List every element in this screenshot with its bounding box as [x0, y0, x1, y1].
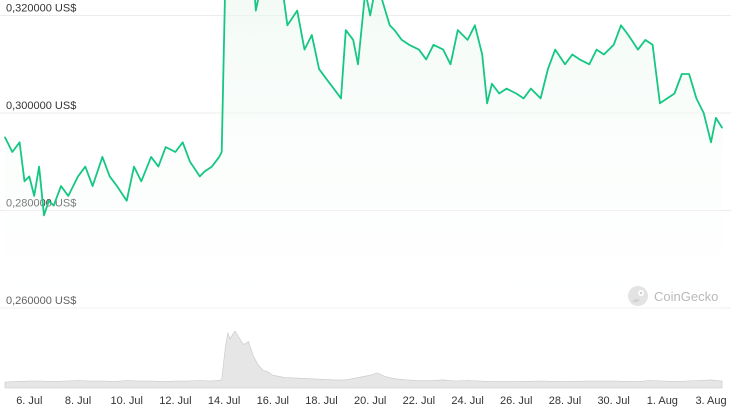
x-tick-label: 18. Jul — [305, 395, 337, 407]
y-tick-label: 0,300000 US$ — [6, 100, 76, 112]
x-tick-label: 10. Jul — [111, 395, 143, 407]
coingecko-watermark: CoinGecko — [628, 286, 718, 306]
x-tick-label: 8. Jul — [65, 395, 91, 407]
x-tick-label: 14. Jul — [208, 395, 240, 407]
price-line — [4, 0, 723, 217]
x-tick-label: 6. Jul — [16, 395, 42, 407]
volume-area — [4, 330, 723, 389]
y-tick-label: 0,320000 US$ — [6, 3, 76, 15]
x-axis-labels: 6. Jul 8. Jul 10. Jul 12. Jul 14. Jul 16. Jul… — [16, 395, 726, 407]
watermark-label: CoinGecko — [654, 289, 718, 304]
gecko-logo-icon — [628, 286, 648, 306]
price-area-fill — [5, 0, 722, 320]
x-tick-label: 24. Jul — [451, 395, 483, 407]
x-tick-label: 28. Jul — [549, 395, 581, 407]
price-area — [5, 0, 722, 320]
x-tick-label: 30. Jul — [597, 395, 629, 407]
x-tick-label: 3. Aug — [695, 395, 726, 407]
x-tick-label: 16. Jul — [257, 395, 289, 407]
x-tick-label: 12. Jul — [159, 395, 191, 407]
x-tick-label: 1. Aug — [647, 395, 678, 407]
price-series — [4, 0, 723, 217]
volume-series — [4, 330, 723, 389]
x-tick-label: 26. Jul — [500, 395, 532, 407]
x-tick-label: 22. Jul — [403, 395, 435, 407]
x-tick-label: 20. Jul — [354, 395, 386, 407]
